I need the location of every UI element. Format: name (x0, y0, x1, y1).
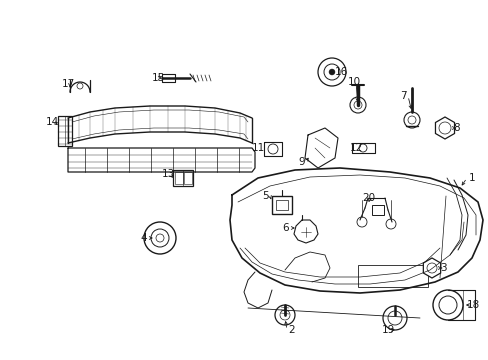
Text: 18: 18 (466, 300, 479, 310)
Text: 15: 15 (152, 73, 165, 83)
Bar (173, 170, 193, 186)
Text: 5: 5 (262, 191, 268, 201)
Bar (357, 265, 427, 287)
Polygon shape (423, 258, 440, 278)
Text: 20: 20 (361, 193, 374, 203)
Text: 4: 4 (140, 233, 146, 243)
Bar (183, 172, 192, 184)
Bar (271, 196, 291, 214)
Polygon shape (435, 117, 454, 139)
Text: 12: 12 (349, 143, 363, 153)
Text: 2: 2 (288, 325, 294, 335)
Text: 19: 19 (381, 325, 394, 335)
Text: 13: 13 (162, 169, 175, 179)
Text: 14: 14 (46, 117, 59, 127)
Text: 6: 6 (282, 223, 288, 233)
Bar (275, 200, 287, 210)
Text: 3: 3 (440, 263, 446, 273)
Text: 8: 8 (452, 123, 459, 133)
Circle shape (328, 69, 334, 75)
Bar (58, 116, 72, 146)
Text: 11: 11 (251, 143, 264, 153)
Text: 7: 7 (399, 91, 406, 101)
Bar (371, 205, 383, 215)
Bar (175, 172, 183, 184)
Text: 16: 16 (334, 67, 347, 77)
Text: 9: 9 (297, 157, 304, 167)
Text: 10: 10 (347, 77, 360, 87)
Text: 17: 17 (62, 79, 75, 89)
Text: 1: 1 (468, 173, 474, 183)
